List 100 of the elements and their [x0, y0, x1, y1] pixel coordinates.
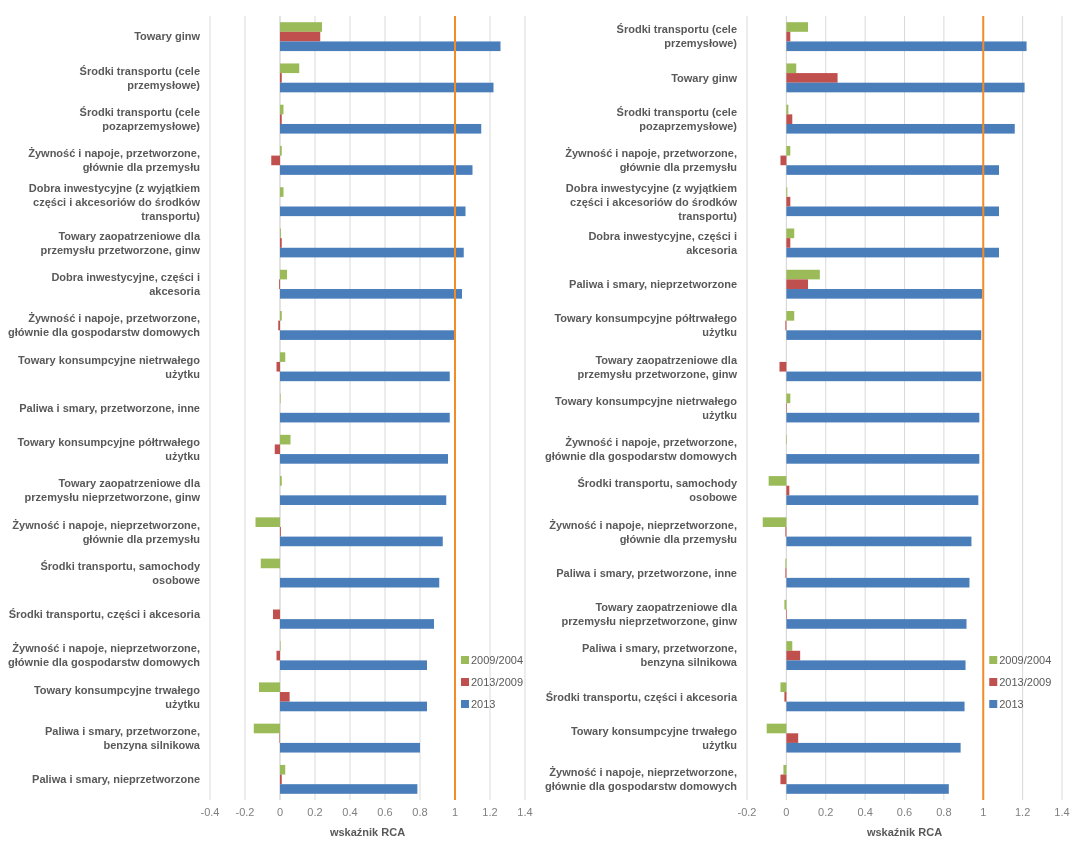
bar [280, 82, 494, 93]
x-tick-label: 1 [451, 806, 459, 818]
bar [786, 536, 972, 547]
y-tick-label: Towary ginw [134, 30, 201, 43]
bar [280, 577, 440, 588]
bar [786, 485, 790, 496]
x-tick-label: -0.4 [200, 806, 220, 818]
y-tick-label: Środki transportu, części i akcesoria [545, 690, 738, 703]
bar [280, 692, 290, 702]
y-tick-label: Paliwa i smary, przetworzone, inne [556, 566, 737, 579]
legend-label: 2013/2009 [999, 675, 1052, 688]
y-tick-label: Paliwa i smary, przetworzone, benzyna silnikowa [44, 724, 201, 751]
bar [786, 619, 967, 629]
x-tick-label: 1 [980, 806, 987, 818]
y-tick-label: Żywność i napoje, przetworzone, głównie dla przemysłu [28, 147, 200, 174]
y-tick-label: Towary zaopatrzeniowe dla przemysłu nieprzetworzone, ginw [561, 601, 738, 628]
y-tick-label: Towary konsumpcyjne nietrwałego użytku [18, 353, 201, 380]
bar [783, 764, 787, 775]
y-tick-label: Środki transportu (cele przemysłowe) [616, 23, 738, 50]
legend-label: 2009/2004 [471, 653, 523, 666]
bar [271, 155, 280, 166]
legend-label: 2013/2009 [471, 675, 523, 688]
x-tick-label: 0.8 [936, 806, 952, 818]
x-tick-label: 1.2 [482, 806, 498, 818]
x-tick-label: 1.2 [1014, 806, 1031, 818]
bar [786, 31, 791, 42]
bar [280, 434, 291, 445]
x-tick-label: 0.2 [307, 806, 323, 818]
x-tick-label: 0.4 [342, 806, 358, 818]
bar [786, 733, 799, 743]
bar [786, 701, 965, 712]
bar [280, 104, 284, 115]
bar [280, 269, 287, 280]
bar [280, 536, 443, 547]
bar [280, 619, 434, 629]
x-tick-label: 0.6 [377, 806, 393, 818]
y-tick-label: Żywność i napoje, przetworzone, głównie dla gospodarstw domowych [545, 436, 738, 463]
bar [786, 650, 801, 661]
y-tick-label: Dobra inwestycyjne (z wyjątkiem części i akcesoriów do środków transportu) [565, 181, 738, 222]
bar [786, 279, 809, 290]
bar [786, 22, 809, 32]
bar [280, 330, 455, 340]
bar [280, 701, 427, 712]
bar [280, 454, 448, 464]
bar [786, 393, 791, 404]
bar [280, 206, 466, 217]
bar [786, 82, 1025, 93]
bar [786, 114, 793, 124]
x-tick-label: -0.2 [737, 806, 757, 818]
legend-label: 2013 [471, 697, 496, 710]
bar [786, 577, 970, 588]
bar [280, 412, 450, 423]
bar [786, 206, 999, 217]
bar [786, 454, 980, 464]
bar [786, 228, 795, 239]
y-tick-label: Paliwa i smary, nieprzetworzone [569, 278, 737, 291]
bar [280, 495, 447, 505]
bar [280, 41, 501, 52]
y-tick-label: Towary zaopatrzeniowe dla przemysłu przetworzone, ginw [577, 353, 738, 380]
x-tick-label: 0.6 [896, 806, 913, 818]
y-tick-label: Dobra inwestycyjne, części i akcesoria [51, 271, 201, 298]
y-tick-label: Towary konsumpcyjne nietrwałego użytku [555, 394, 738, 421]
y-tick-label: Środki transportu (cele przemysłowe) [79, 64, 201, 91]
y-tick-label: Paliwa i smary, przetworzone, inne [19, 401, 200, 414]
y-tick-label: Towary ginw [671, 71, 738, 84]
bar [280, 764, 286, 775]
bar [280, 22, 322, 32]
bar [786, 238, 791, 248]
y-tick-label: Środki transportu (cele pozaprzemysłowe) [79, 106, 201, 133]
bar [786, 269, 820, 280]
y-tick-label: Towary konsumpcyjne trwałego użytku [33, 683, 201, 710]
legend-label: 2013 [999, 697, 1024, 710]
bar [786, 412, 980, 423]
x-tick-label: 0 [783, 806, 790, 818]
y-tick-label: Dobra inwestycyjne, części i akcesoria [588, 229, 738, 256]
y-tick-label: Żywność i napoje, nieprzetworzone, głównie dla gospodarstw domowych [545, 766, 738, 793]
bar [786, 41, 1027, 52]
y-tick-label: Towary konsumpcyjne półtrwałego użytku [554, 312, 738, 339]
bar [786, 247, 999, 258]
bar [280, 784, 418, 794]
bar [786, 742, 961, 753]
bar [280, 289, 462, 299]
y-tick-label: Towary konsumpcyjne półtrwałego użytku [17, 436, 201, 463]
bar [779, 361, 787, 372]
bar [786, 145, 791, 156]
bar [786, 289, 983, 299]
y-tick-label: Towary konsumpcyjne trwałego użytku [570, 724, 738, 751]
bar [786, 196, 791, 207]
bar [280, 63, 300, 74]
y-tick-label: Środki transportu (cele pozaprzemysłowe) [616, 106, 738, 133]
bar [786, 660, 966, 671]
x-tick-label: 0.4 [857, 806, 873, 818]
y-tick-label: Żywność i napoje, przetworzone, głównie dla gospodarstw domowych [8, 312, 201, 339]
bar [786, 330, 982, 340]
bar [780, 155, 787, 166]
bar [786, 641, 793, 651]
x-axis-title: wskaźnik RCA [865, 826, 943, 838]
y-tick-label: Towary zaopatrzeniowe dla przemysłu nieprzetworzone, ginw [24, 477, 201, 504]
bar [786, 371, 982, 382]
bar [280, 660, 427, 671]
